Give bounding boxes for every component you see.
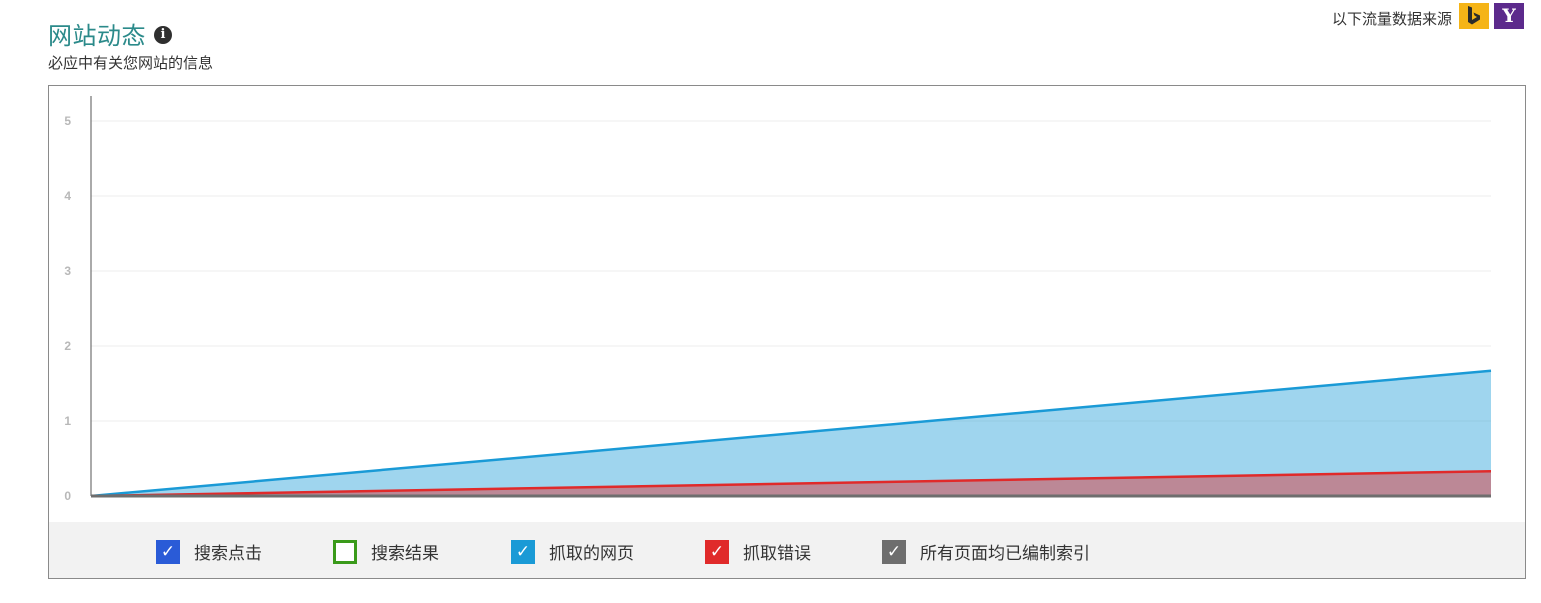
yahoo-logo[interactable]: Y (1494, 2, 1524, 29)
legend-item[interactable]: ✓ 抓取的网页 (511, 539, 634, 564)
page-subtitle: 必应中有关您网站的信息 (48, 55, 214, 72)
legend-item[interactable]: ✓ 所有页面均已编制索引 (882, 539, 1090, 564)
traffic-source: 以下流量数据来源 Y (1332, 2, 1524, 29)
legend-checkbox[interactable] (333, 539, 357, 564)
legend-label: 搜索点击 (194, 544, 262, 563)
y-tick-label: 2 (64, 339, 71, 353)
legend-checkbox[interactable]: ✓ (882, 539, 906, 564)
legend-checkbox[interactable]: ✓ (705, 539, 729, 564)
legend-item[interactable]: ✓ 抓取错误 (705, 539, 811, 564)
legend-label: 所有页面均已编制索引 (920, 544, 1090, 563)
chart-plot: 0 1 2 3 4 5 (64, 96, 1492, 503)
bing-logo[interactable] (1459, 2, 1489, 29)
y-tick-label: 5 (64, 114, 71, 128)
legend-checkbox[interactable]: ✓ (511, 539, 535, 564)
legend-label: 抓取错误 (743, 544, 811, 563)
legend-item[interactable]: 搜索结果 (333, 539, 439, 564)
site-activity-chart: 0 1 2 3 4 5 ✓ 搜索点击 搜索结果 ✓ 抓取的网页 ✓ 抓取错误 ✓ 所有页面均已编制索引 (48, 85, 1526, 579)
legend-label: 抓取的网页 (549, 544, 634, 563)
chart-legend: ✓ 搜索点击 搜索结果 ✓ 抓取的网页 ✓ 抓取错误 ✓ 所有页面均已编制索引 (49, 522, 1525, 578)
y-tick-label: 1 (64, 414, 71, 428)
y-tick-label: 4 (64, 189, 71, 203)
page-title: 网站动态 (48, 23, 146, 50)
series-line (90, 470, 1492, 498)
title-row: 网站动态 i (48, 16, 172, 51)
bing-icon (1468, 5, 1480, 24)
series-line (90, 369, 1492, 498)
source-label: 以下流量数据来源 (1331, 11, 1452, 28)
y-tick-label: 0 (64, 489, 71, 503)
legend-item[interactable]: ✓ 搜索点击 (156, 539, 262, 564)
legend-label: 搜索结果 (371, 544, 439, 563)
info-icon[interactable]: i (154, 26, 172, 44)
y-tick-label: 3 (64, 264, 71, 278)
legend-checkbox[interactable]: ✓ (156, 539, 180, 564)
